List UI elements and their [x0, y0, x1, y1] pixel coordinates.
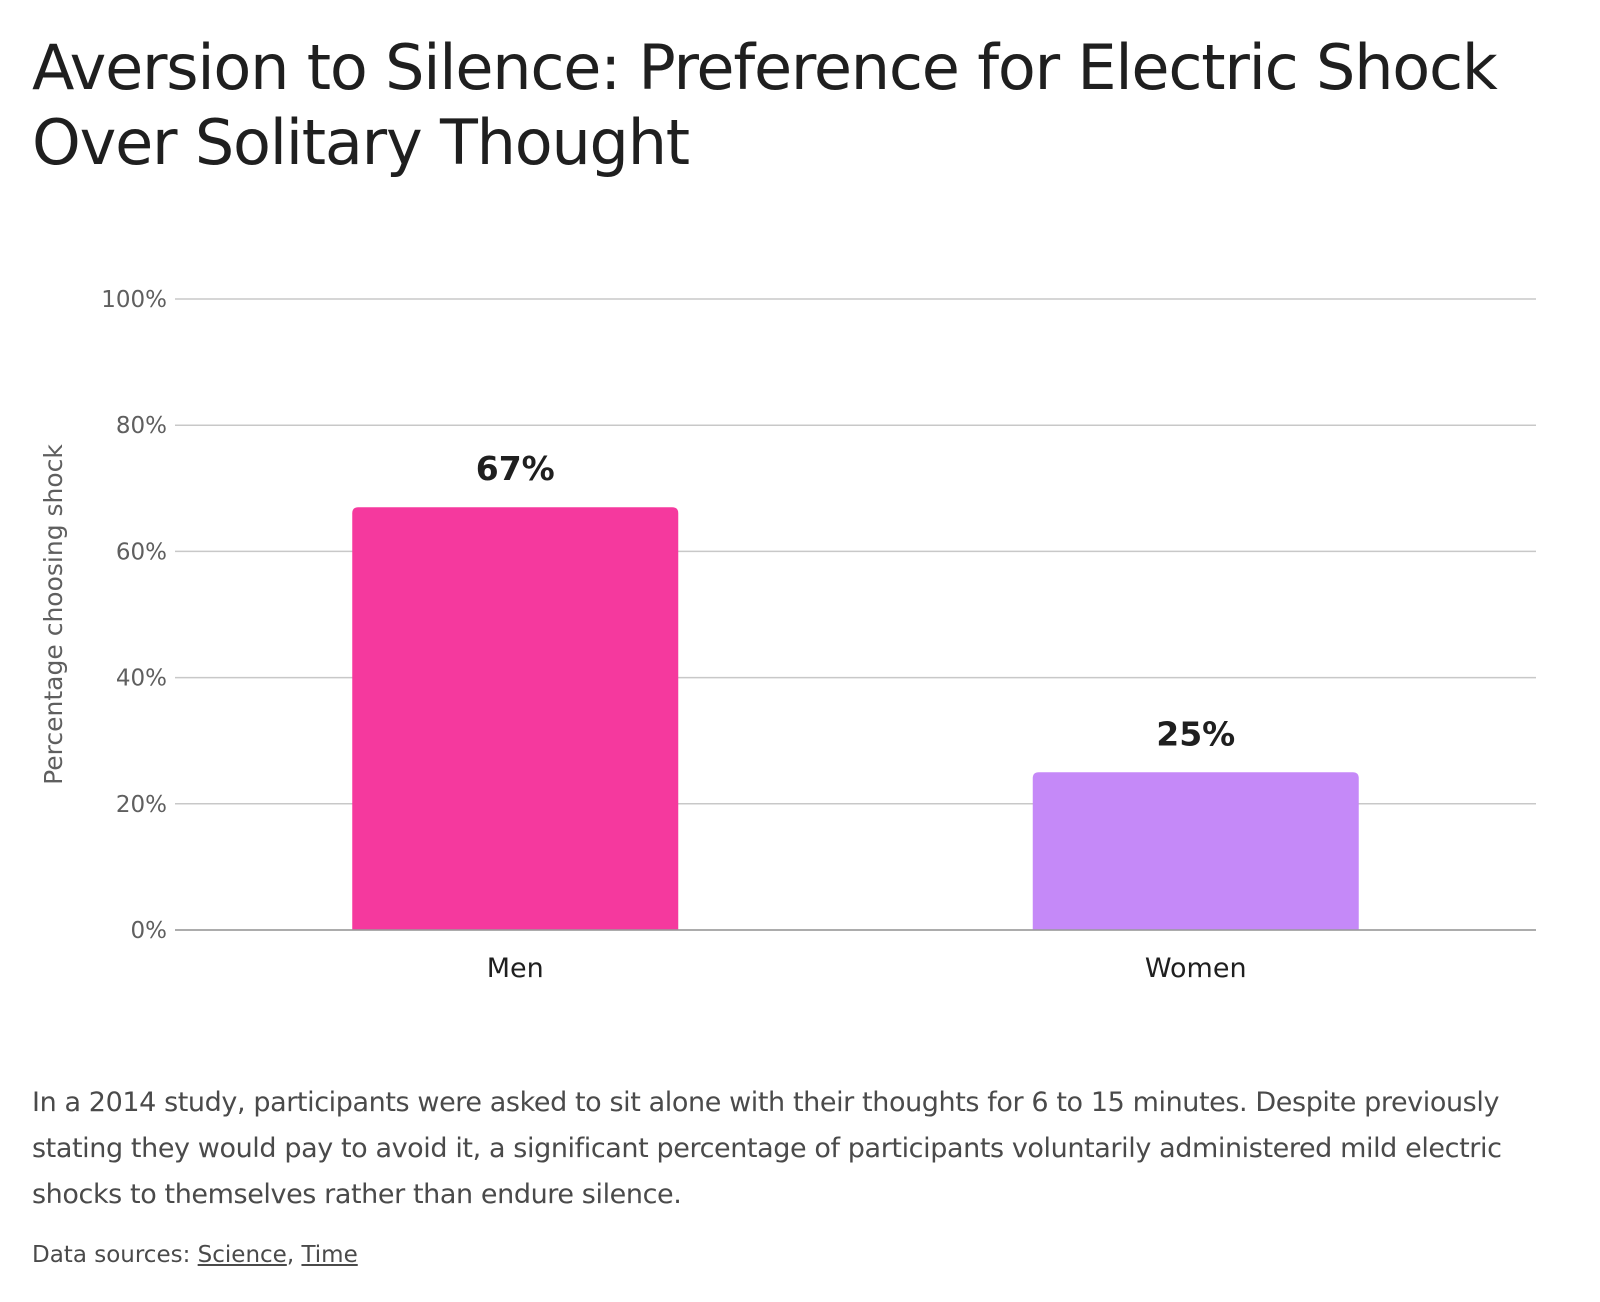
- y-tick-label: 40%: [116, 666, 167, 692]
- bar-men: [352, 507, 679, 930]
- y-tick-label: 100%: [101, 287, 167, 313]
- chart-title: Aversion to Silence: Preference for Elec…: [32, 31, 1498, 179]
- x-tick-label: Men: [487, 953, 544, 984]
- data-sources: Data sources: Science, Time: [32, 1242, 358, 1268]
- y-tick-label: 0%: [131, 918, 168, 944]
- bar-chart: 0% 20% 40% 60% 80% 100% Percentage choosing sh…: [39, 287, 1536, 984]
- y-tick-label: 80%: [116, 413, 167, 439]
- data-label: 25%: [1156, 714, 1235, 753]
- sources-label: Data sources:: [32, 1242, 191, 1268]
- source-link-time[interactable]: Time: [301, 1242, 358, 1268]
- x-tick-label: Women: [1145, 953, 1247, 984]
- data-label: 67%: [476, 449, 555, 488]
- y-tick-label: 60%: [116, 539, 167, 565]
- bar-women: [1032, 772, 1359, 930]
- y-axis-label: Percentage choosing shock: [39, 444, 68, 785]
- chart-description: In a 2014 study, participants were asked…: [32, 1087, 1502, 1210]
- sources-separator: ,: [286, 1242, 295, 1268]
- y-tick-label: 20%: [116, 792, 167, 818]
- source-link-science[interactable]: Science: [197, 1242, 287, 1268]
